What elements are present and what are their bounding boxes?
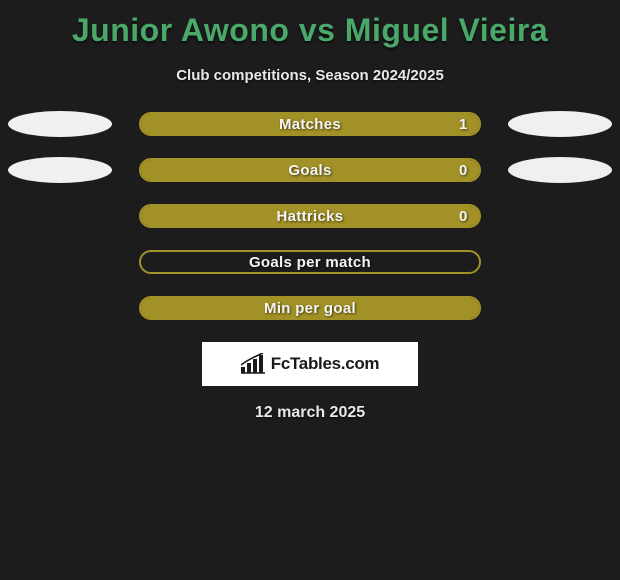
- stat-row: Matches1: [0, 112, 620, 136]
- logo-box: FcTables.com: [202, 342, 418, 386]
- stat-bar: Goals: [139, 158, 481, 182]
- stat-label: Hattricks: [141, 206, 479, 226]
- stat-value-right: 1: [459, 112, 467, 136]
- player1-oval: [8, 157, 112, 183]
- player1-oval: [8, 111, 112, 137]
- stat-row: Min per goal: [0, 296, 620, 320]
- stat-bar: Matches: [139, 112, 481, 136]
- player2-name: Miguel Vieira: [345, 12, 548, 48]
- stats-container: Matches1Goals0Hattricks0Goals per matchM…: [0, 112, 620, 320]
- stat-bar: Min per goal: [139, 296, 481, 320]
- bar-chart-icon: [241, 353, 265, 375]
- date-text: 12 march 2025: [0, 404, 620, 422]
- stat-bar: Goals per match: [139, 250, 481, 274]
- stat-label: Min per goal: [141, 298, 479, 318]
- stat-row: Goals0: [0, 158, 620, 182]
- stat-row: Goals per match: [0, 250, 620, 274]
- stat-label: Goals: [141, 160, 479, 180]
- stat-row: Hattricks0: [0, 204, 620, 228]
- stat-label: Matches: [141, 114, 479, 134]
- stat-value-right: 0: [459, 204, 467, 228]
- vs-text: vs: [299, 12, 336, 48]
- logo-text: FcTables.com: [271, 354, 380, 374]
- player2-oval: [508, 111, 612, 137]
- page-title: Junior Awono vs Miguel Vieira: [0, 0, 620, 49]
- player1-name: Junior Awono: [72, 12, 290, 48]
- stat-label: Goals per match: [141, 252, 479, 272]
- stat-bar: Hattricks: [139, 204, 481, 228]
- stat-value-right: 0: [459, 158, 467, 182]
- player2-oval: [508, 157, 612, 183]
- subtitle: Club competitions, Season 2024/2025: [0, 67, 620, 84]
